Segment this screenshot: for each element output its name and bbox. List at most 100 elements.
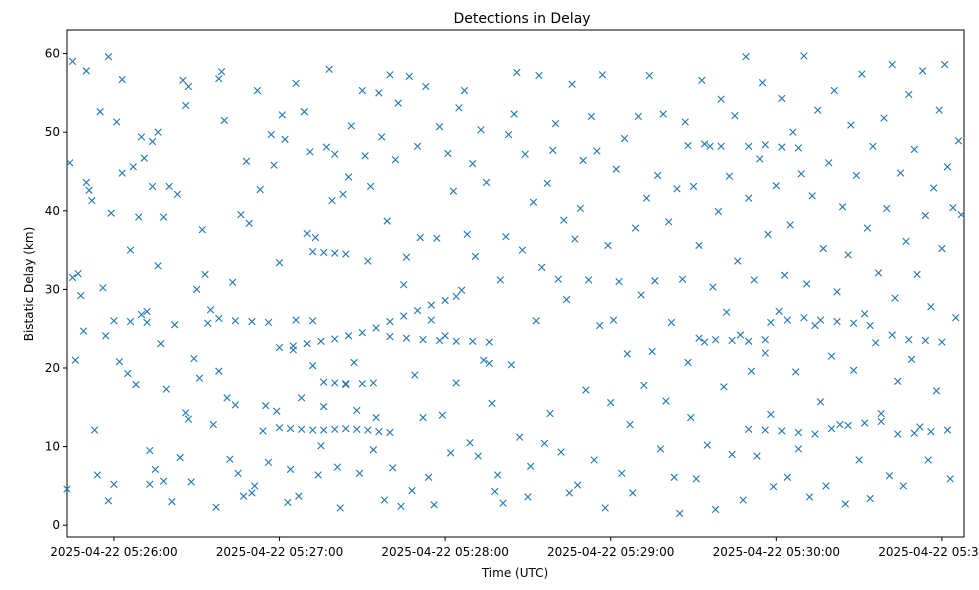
data-point-x-marker (292, 316, 300, 324)
data-point-x-marker (342, 250, 350, 258)
data-point-x-marker (129, 163, 137, 171)
data-point-x-marker (678, 275, 687, 283)
data-point-x-marker (413, 306, 422, 315)
data-point-x-marker (761, 336, 769, 344)
data-point-x-marker (270, 161, 278, 169)
data-point-x-marker (159, 213, 168, 221)
data-point-x-marker (256, 185, 264, 194)
data-point-x-marker (386, 71, 394, 79)
data-point-x-marker (871, 339, 880, 347)
data-point-x-marker (778, 143, 786, 151)
data-point-x-marker (822, 482, 830, 490)
data-point-x-marker (143, 307, 151, 316)
data-point-x-marker (267, 130, 275, 139)
data-point-x-marker (764, 230, 772, 239)
data-point-x-marker (353, 425, 361, 434)
data-point-x-marker (849, 319, 858, 327)
data-point-x-marker (921, 336, 930, 345)
data-point-x-marker (676, 509, 684, 518)
data-point-x-marker (281, 135, 289, 143)
data-point-x-marker (386, 317, 394, 326)
data-point-x-marker (507, 361, 516, 369)
data-point-x-marker (441, 296, 449, 305)
data-point-x-marker (877, 417, 885, 426)
data-point-x-marker (802, 280, 811, 288)
data-point-x-marker (71, 356, 79, 364)
data-point-x-marker (907, 355, 916, 364)
data-point-x-marker (794, 445, 803, 453)
data-point-x-marker (88, 196, 96, 205)
data-point-x-marker (419, 413, 427, 422)
data-point-x-marker (181, 409, 190, 417)
data-point-x-marker (264, 458, 273, 467)
data-point-x-marker (339, 190, 347, 198)
data-point-x-marker (204, 319, 212, 327)
data-point-x-marker (797, 170, 805, 178)
data-point-x-marker (104, 497, 113, 505)
data-point-x-marker (143, 318, 151, 327)
data-point-x-marker (830, 86, 838, 95)
data-point-x-marker (317, 337, 325, 345)
data-point-x-marker (248, 489, 256, 497)
data-point-x-marker (157, 339, 165, 348)
data-point-x-marker (306, 148, 314, 156)
data-point-x-marker (631, 224, 640, 232)
data-point-x-marker (543, 179, 551, 187)
data-point-x-marker (386, 332, 394, 341)
data-point-x-marker (717, 142, 725, 151)
data-point-x-marker (714, 207, 723, 216)
data-point-x-marker (860, 310, 869, 318)
data-point-x-marker (68, 273, 77, 282)
data-point-x-marker (612, 165, 620, 173)
data-point-x-marker (115, 358, 124, 366)
data-point-x-marker (761, 349, 769, 357)
data-point-x-marker (905, 336, 913, 344)
data-point-x-marker (82, 67, 91, 75)
x-tick-label: 2025-04-22 05:26:00 (50, 545, 177, 559)
data-point-x-marker (405, 72, 413, 81)
data-point-x-marker (319, 378, 328, 386)
data-point-x-marker (524, 493, 532, 501)
data-point-x-marker (391, 156, 400, 164)
data-point-x-marker (742, 53, 750, 61)
data-point-x-marker (422, 82, 430, 91)
data-point-x-marker (303, 339, 311, 348)
data-point-x-marker (902, 237, 910, 246)
data-point-x-marker (499, 499, 507, 507)
data-point-x-marker (250, 482, 259, 490)
data-point-x-marker (364, 426, 372, 434)
data-point-x-marker (331, 335, 339, 343)
data-point-x-marker (358, 86, 367, 95)
y-axis-label: Bistatic Delay (km) (22, 227, 36, 342)
data-point-x-marker (328, 196, 336, 205)
data-point-x-marker (609, 316, 618, 324)
data-point-x-marker (579, 156, 587, 165)
data-point-x-marker (485, 359, 493, 367)
data-point-x-marker (104, 53, 113, 61)
data-point-x-marker (480, 356, 488, 364)
data-point-x-marker (273, 407, 281, 415)
data-point-x-marker (99, 284, 107, 292)
data-point-x-marker (932, 387, 941, 395)
data-point-x-marker (424, 473, 433, 481)
data-point-x-marker (176, 453, 184, 462)
data-point-x-marker (402, 334, 411, 342)
data-point-x-marker (308, 361, 317, 370)
data-point-x-marker (554, 275, 562, 283)
data-point-x-marker (397, 502, 405, 511)
y-tick-label: 30 (45, 282, 60, 296)
x-tick-label: 2025-04-22 05:27:00 (216, 545, 343, 559)
data-point-x-marker (844, 421, 852, 430)
data-point-x-marker (640, 381, 648, 389)
data-point-x-marker (943, 163, 952, 171)
data-point-x-marker (736, 331, 745, 339)
data-point-x-marker (319, 402, 328, 411)
data-point-x-marker (146, 480, 154, 489)
data-point-x-marker (819, 244, 827, 253)
data-point-x-marker (866, 494, 874, 503)
y-tick-label: 60 (45, 47, 60, 61)
data-point-x-marker (827, 352, 836, 360)
data-point-x-marker (446, 449, 455, 457)
data-point-x-marker (433, 234, 441, 242)
data-point-x-marker (910, 145, 919, 154)
